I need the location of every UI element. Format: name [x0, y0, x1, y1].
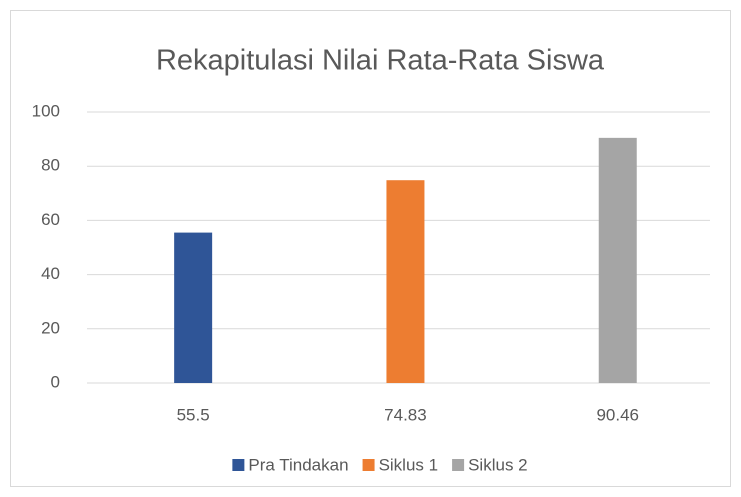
x-tick-label: 90.46 [596, 405, 639, 424]
legend-label: Siklus 2 [468, 455, 528, 474]
y-tick-label: 40 [41, 264, 60, 283]
bar [386, 180, 425, 383]
x-tick-label: 55.5 [177, 405, 210, 424]
y-tick-label: 80 [41, 156, 60, 175]
bar [598, 137, 637, 383]
legend-swatch [232, 459, 245, 471]
legend-label: Pra Tindakan [248, 455, 348, 474]
y-tick-label: 100 [32, 101, 60, 120]
bar [174, 232, 213, 383]
chart-title: Rekapitulasi Nilai Rata-Rata Siswa [156, 45, 605, 77]
legend-label: Siklus 1 [379, 455, 439, 474]
y-tick-label: 0 [51, 372, 60, 391]
legend-swatch [452, 459, 465, 471]
x-tick-label: 74.83 [384, 405, 427, 424]
y-tick-label: 60 [41, 210, 60, 229]
y-tick-label: 20 [41, 318, 60, 337]
legend-swatch [362, 459, 375, 471]
